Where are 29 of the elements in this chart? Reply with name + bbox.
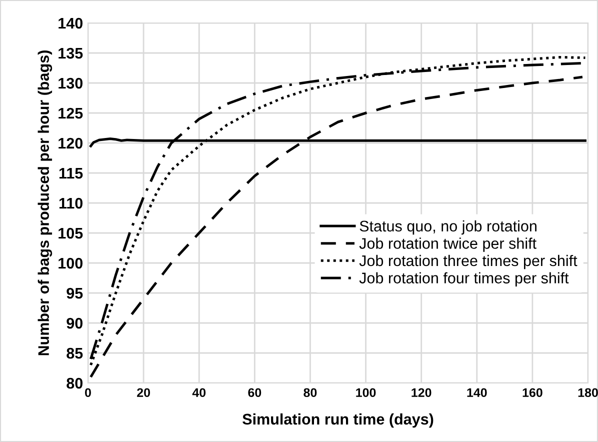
x-tick-label: 160 — [522, 388, 542, 398]
y-tick-label: 115 — [59, 168, 83, 179]
legend-label: Job rotation three times per shift — [359, 254, 578, 270]
x-tick-label: 20 — [137, 388, 150, 398]
y-tick-label: 120 — [58, 138, 83, 149]
x-tick-label: 100 — [356, 388, 376, 398]
y-tick-label: 90 — [66, 318, 83, 329]
x-tick-label: 80 — [304, 388, 317, 398]
y-tick-label: 105 — [58, 228, 83, 239]
x-tick-label: 180 — [578, 388, 598, 398]
legend-label: Job rotation four times per shift — [359, 272, 569, 286]
legend-label: Status quo, no job rotation — [360, 220, 536, 235]
y-tick-label: 95 — [66, 288, 83, 299]
y-tick-label: 135 — [58, 48, 83, 59]
x-tick-label: 40 — [192, 388, 206, 398]
y-tick-label: 130 — [58, 78, 83, 89]
x-tick-label: 60 — [248, 388, 262, 398]
x-tick-label: 0 — [85, 388, 91, 398]
y-tick-label: 140 — [58, 18, 83, 29]
x-tick-label: 140 — [467, 388, 487, 398]
y-axis-title: Number of bags produced per hour (bags) — [38, 50, 52, 356]
x-axis-title: Simulation run time (days) — [242, 413, 434, 428]
legend-label: Job rotation twice per shift — [359, 238, 536, 252]
x-tick-label: 120 — [412, 388, 432, 398]
y-tick-label: 125 — [58, 108, 83, 119]
y-tick-label: 80 — [66, 378, 83, 389]
y-tick-label: 100 — [58, 258, 83, 269]
y-tick-label: 110 — [59, 198, 83, 209]
y-tick-label: 85 — [66, 348, 83, 359]
